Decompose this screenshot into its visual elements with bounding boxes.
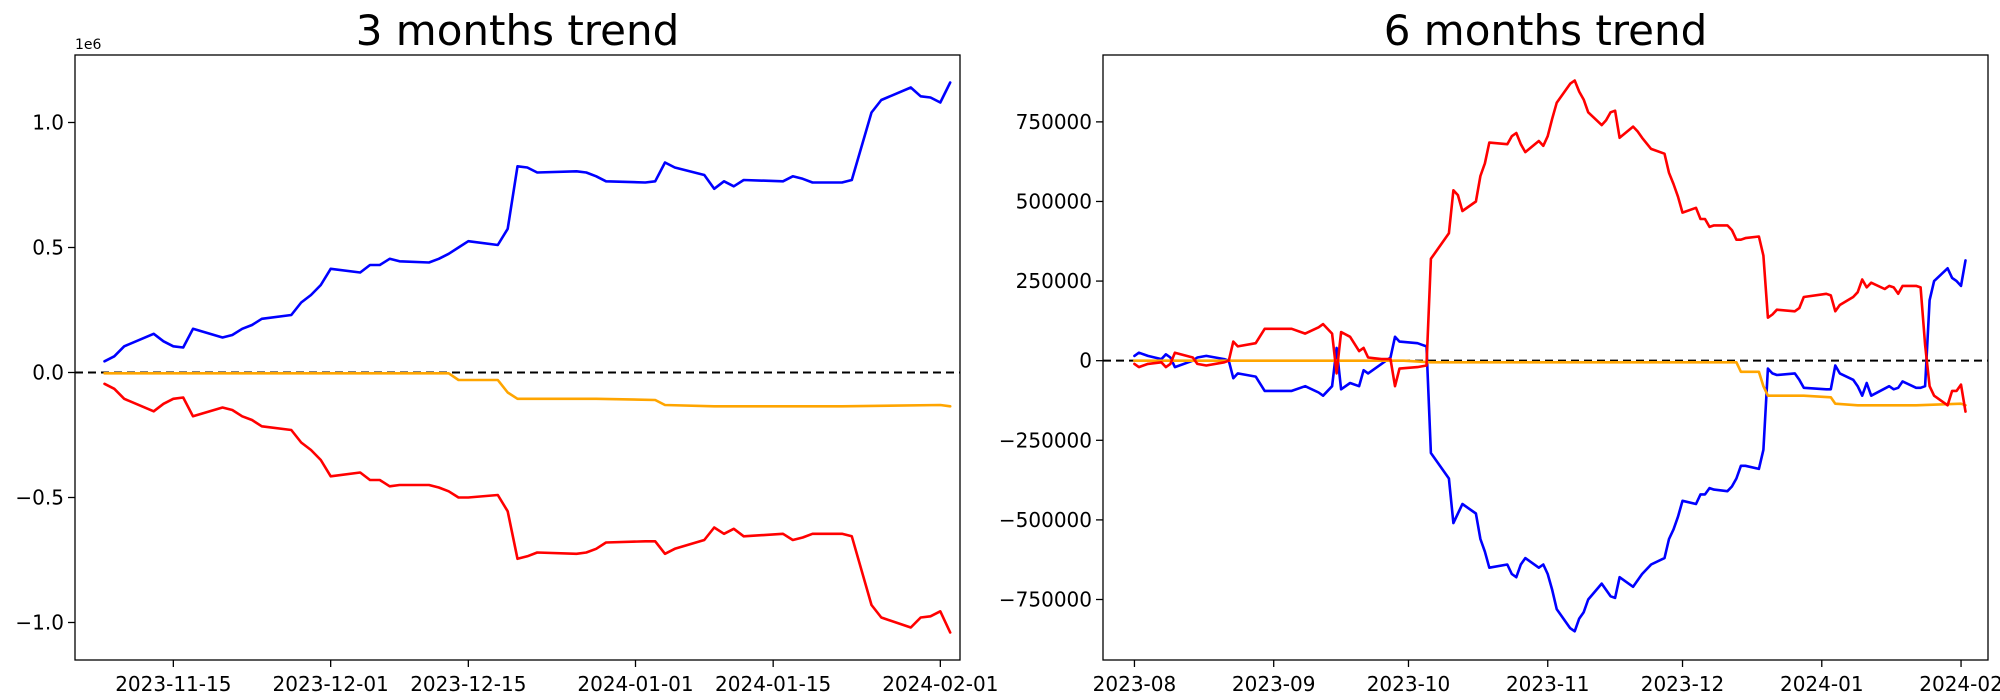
- x-tick-label: 2023-10: [1367, 672, 1451, 696]
- x-tick-label: 2023-12-15: [410, 672, 526, 696]
- series-line-2: [1133, 79, 1967, 413]
- chart-title: 6 months trend: [1384, 6, 1708, 55]
- x-tick-label: 2024-01: [1780, 672, 1864, 696]
- y-tick-label: 500000: [1016, 189, 1092, 213]
- y-tick-label: 750000: [1016, 110, 1092, 134]
- chart-title: 3 months trend: [356, 6, 680, 55]
- x-tick-label: 2024-01-15: [715, 672, 831, 696]
- y-offset-label: 1e6: [75, 37, 102, 53]
- x-tick-label: 2024-02-01: [882, 672, 998, 696]
- y-tick-label: −250000: [999, 428, 1092, 452]
- x-tick-label: 2023-08: [1093, 672, 1177, 696]
- plot-frame: [1102, 54, 1989, 661]
- y-tick-label: 250000: [1016, 269, 1092, 293]
- y-tick-label: −0.5: [15, 486, 64, 510]
- y-tick-label: 0.0: [32, 361, 64, 385]
- x-tick-label: 2023-11: [1506, 672, 1590, 696]
- series-line-0: [1133, 259, 1967, 633]
- series-line-1: [1133, 359, 1967, 407]
- x-tick-label: 2023-11-15: [115, 672, 231, 696]
- y-tick-label: 1.0: [32, 111, 64, 135]
- x-tick-label: 2023-09: [1232, 672, 1316, 696]
- series-line-1: [103, 371, 952, 408]
- x-tick-label: 2024-02: [1919, 672, 2000, 696]
- y-tick-label: 0: [1079, 349, 1092, 373]
- series-line-2: [103, 382, 952, 634]
- y-tick-label: −1.0: [15, 611, 64, 635]
- series-line-0: [103, 81, 952, 363]
- x-tick-label: 2023-12: [1641, 672, 1725, 696]
- x-tick-label: 2023-12-01: [273, 672, 389, 696]
- y-tick-label: 0.5: [32, 236, 64, 260]
- x-tick-label: 2024-01-01: [577, 672, 693, 696]
- plot-frame: [74, 54, 961, 661]
- y-tick-label: −500000: [999, 508, 1092, 532]
- y-tick-label: −750000: [999, 588, 1092, 612]
